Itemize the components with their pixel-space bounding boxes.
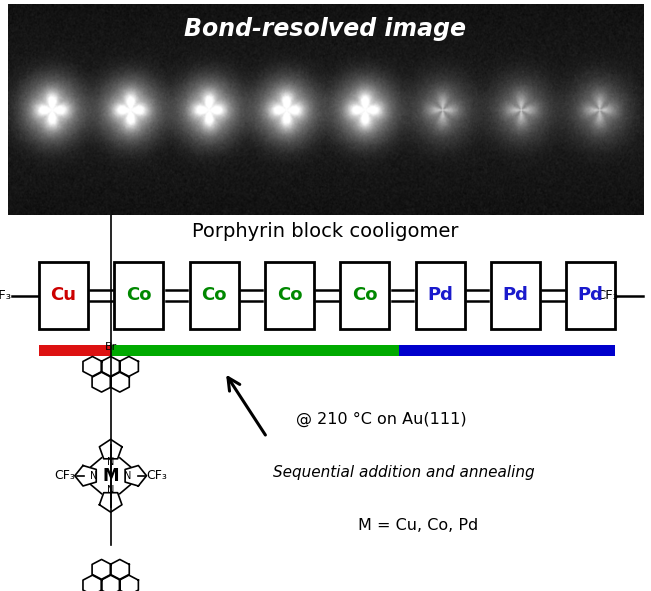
Text: CF₃: CF₃ (55, 469, 76, 482)
Text: CF₃: CF₃ (146, 469, 167, 482)
Text: Co: Co (352, 287, 378, 304)
Bar (265, 262, 314, 330)
Text: Bond-resolved image: Bond-resolved image (184, 17, 467, 41)
Text: Co: Co (277, 287, 302, 304)
Bar (566, 262, 615, 330)
Text: Pd: Pd (578, 287, 603, 304)
Text: N: N (124, 471, 132, 480)
Bar (491, 262, 540, 330)
Text: Sequential addition and annealing: Sequential addition and annealing (273, 465, 535, 480)
Bar (189, 262, 238, 330)
Text: M: M (102, 467, 119, 485)
Text: Co: Co (126, 287, 152, 304)
Bar (39, 345, 111, 356)
Text: N: N (107, 457, 115, 467)
Bar (399, 345, 615, 356)
FancyArrowPatch shape (228, 378, 266, 435)
Text: @ 210 °C on Au(111): @ 210 °C on Au(111) (296, 412, 467, 427)
Text: CF₃: CF₃ (0, 289, 11, 302)
Text: Cu: Cu (51, 287, 76, 304)
Text: Porphyrin block cooligomer: Porphyrin block cooligomer (192, 222, 459, 241)
Bar (39, 262, 88, 330)
Text: N: N (90, 471, 98, 480)
Bar (115, 262, 163, 330)
Text: M = Cu, Co, Pd: M = Cu, Co, Pd (358, 518, 478, 534)
Text: Pd: Pd (503, 287, 529, 304)
Bar (111, 345, 399, 356)
Text: CF₃: CF₃ (596, 289, 618, 302)
Text: Co: Co (201, 287, 227, 304)
Text: N: N (107, 485, 115, 495)
Bar (416, 262, 465, 330)
Text: Pd: Pd (427, 287, 453, 304)
Text: Br: Br (105, 342, 117, 352)
Bar (340, 262, 389, 330)
